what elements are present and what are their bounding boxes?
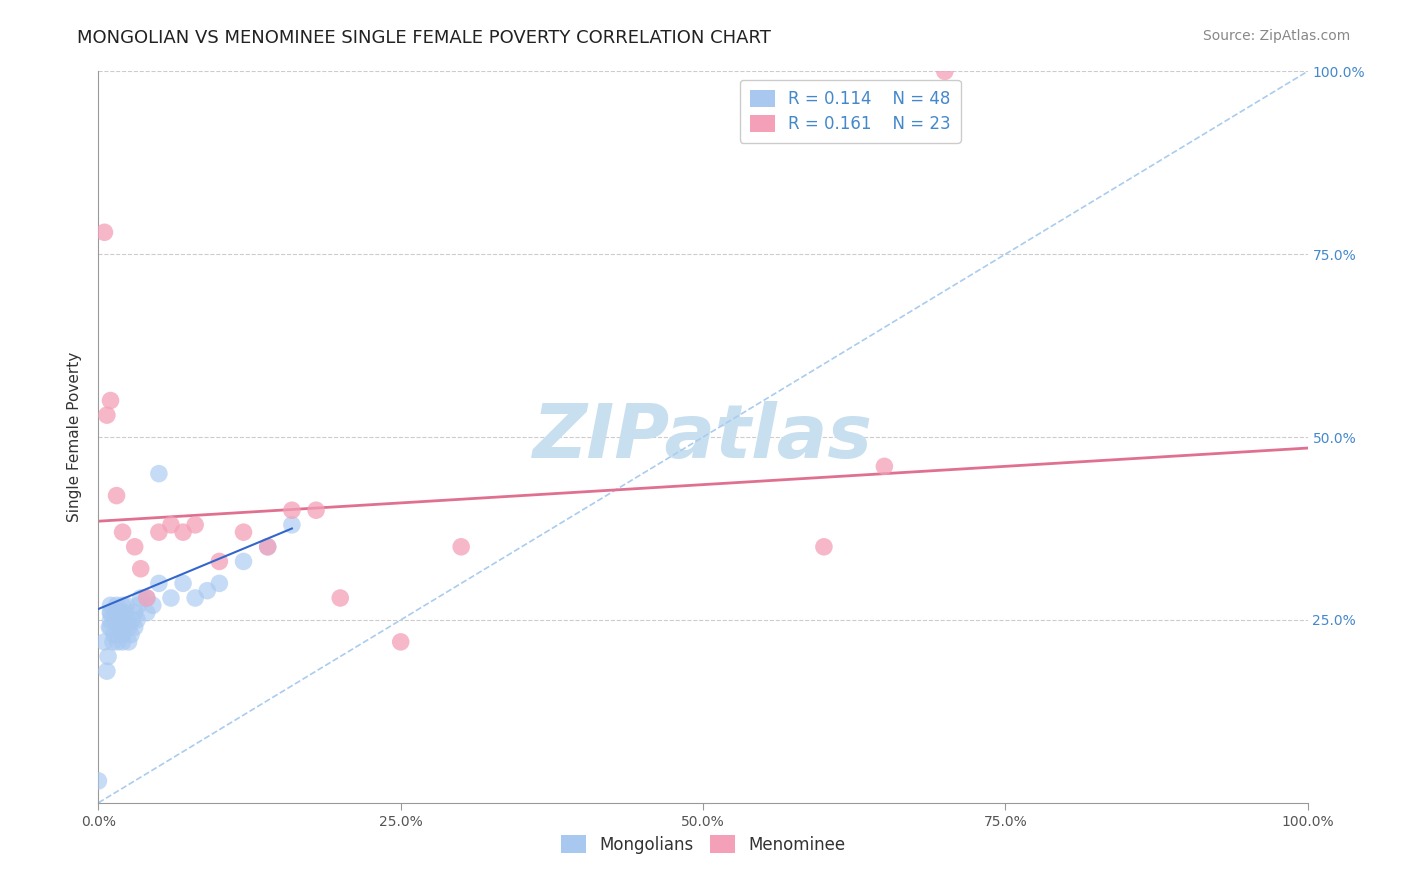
Point — [104, 613, 127, 627]
Point — [111, 613, 134, 627]
Point — [195, 583, 218, 598]
Point — [96, 408, 118, 422]
Point — [101, 635, 124, 649]
Point — [450, 540, 472, 554]
Point — [115, 599, 138, 613]
Point — [87, 773, 110, 788]
Point — [135, 606, 157, 620]
Point — [934, 64, 956, 78]
Point — [97, 649, 120, 664]
Point — [100, 599, 122, 613]
Point — [111, 627, 134, 641]
Point — [111, 525, 134, 540]
Point — [98, 620, 121, 634]
Point — [172, 576, 194, 591]
Point — [873, 459, 896, 474]
Point — [100, 606, 122, 620]
Point — [148, 525, 170, 540]
Point — [135, 591, 157, 605]
Point — [124, 540, 146, 554]
Point — [108, 613, 131, 627]
Legend: R = 0.114    N = 48, R = 0.161    N = 23: R = 0.114 N = 48, R = 0.161 N = 23 — [740, 79, 960, 143]
Point — [160, 517, 183, 532]
Point — [142, 599, 165, 613]
Point — [256, 540, 278, 554]
Point — [111, 599, 134, 613]
Point — [256, 540, 278, 554]
Point — [127, 613, 149, 627]
Point — [129, 562, 152, 576]
Point — [172, 525, 194, 540]
Point — [100, 393, 122, 408]
Point — [232, 525, 254, 540]
Point — [135, 591, 157, 605]
Point — [281, 517, 304, 532]
Point — [93, 635, 115, 649]
Point — [105, 489, 128, 503]
Point — [813, 540, 835, 554]
Point — [110, 606, 132, 620]
Point — [103, 627, 125, 641]
Point — [329, 591, 352, 605]
Point — [129, 591, 152, 605]
Point — [107, 635, 129, 649]
Point — [184, 517, 207, 532]
Text: ZIPatlas: ZIPatlas — [533, 401, 873, 474]
Point — [124, 620, 146, 634]
Point — [100, 606, 122, 620]
Point — [105, 606, 128, 620]
Point — [124, 606, 146, 620]
Point — [148, 576, 170, 591]
Y-axis label: Single Female Poverty: Single Female Poverty — [67, 352, 83, 522]
Point — [111, 635, 134, 649]
Point — [208, 576, 231, 591]
Point — [96, 664, 118, 678]
Point — [120, 627, 142, 641]
Point — [108, 620, 131, 634]
Point — [100, 620, 122, 634]
Point — [118, 620, 141, 634]
Point — [232, 554, 254, 568]
Point — [112, 620, 135, 634]
Point — [127, 599, 149, 613]
Point — [305, 503, 328, 517]
Point — [121, 613, 143, 627]
Point — [114, 606, 136, 620]
Text: MONGOLIAN VS MENOMINEE SINGLE FEMALE POVERTY CORRELATION CHART: MONGOLIAN VS MENOMINEE SINGLE FEMALE POV… — [77, 29, 772, 46]
Point — [100, 613, 122, 627]
Point — [118, 635, 141, 649]
Point — [184, 591, 207, 605]
Point — [93, 225, 115, 239]
Point — [208, 554, 231, 568]
Point — [281, 503, 304, 517]
Text: Source: ZipAtlas.com: Source: ZipAtlas.com — [1202, 29, 1350, 43]
Point — [160, 591, 183, 605]
Point — [148, 467, 170, 481]
Point — [105, 599, 128, 613]
Point — [389, 635, 412, 649]
